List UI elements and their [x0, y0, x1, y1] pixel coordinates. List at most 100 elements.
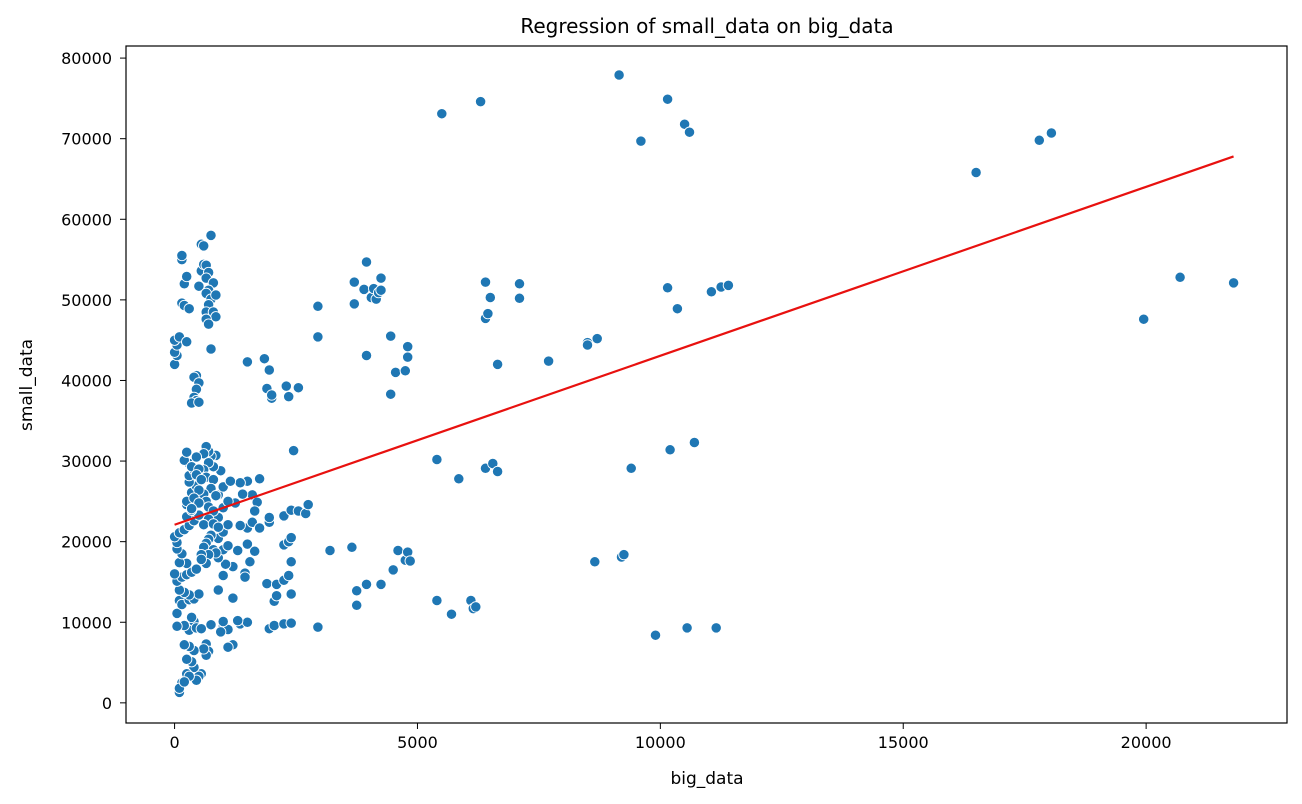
data-point-215 — [283, 390, 295, 403]
data-point-131 — [190, 563, 203, 575]
data-point-27 — [232, 544, 244, 557]
data-point-257 — [302, 498, 314, 511]
data-point-12 — [1227, 277, 1240, 289]
data-point-3 — [635, 135, 647, 147]
data-point-9 — [1045, 127, 1058, 139]
data-point-77 — [198, 519, 210, 531]
data-point-232 — [389, 366, 402, 379]
data-point-156 — [190, 451, 203, 463]
x-tick-label: 0 — [169, 733, 179, 752]
data-point-248 — [671, 303, 684, 315]
data-point-260 — [285, 531, 297, 544]
data-point-302 — [681, 622, 693, 634]
data-point-277 — [351, 599, 363, 611]
data-point-262 — [261, 577, 273, 590]
data-point-199 — [205, 343, 217, 355]
data-point-251 — [722, 279, 735, 292]
y-tick-label: 20000 — [61, 533, 112, 552]
data-point-212 — [266, 389, 278, 401]
data-point-298 — [589, 556, 601, 568]
data-point-273 — [312, 621, 324, 633]
data-point-8 — [1033, 134, 1045, 146]
data-point-239 — [479, 276, 492, 288]
data-point-198 — [202, 318, 215, 330]
data-point-109 — [178, 676, 190, 688]
data-point-208 — [241, 356, 254, 368]
y-tick-label: 60000 — [61, 210, 112, 229]
data-point-296 — [664, 444, 676, 456]
data-point-43 — [215, 626, 227, 638]
y-tick-label: 30000 — [61, 452, 112, 471]
y-tick-label: 50000 — [61, 291, 112, 310]
data-point-155 — [181, 446, 193, 458]
data-point-230 — [385, 330, 397, 342]
data-point-289 — [491, 465, 504, 478]
x-axis: 0 5000 10000 15000 20000 — [169, 723, 1172, 752]
data-point-252 — [287, 444, 300, 457]
data-point-207 — [193, 396, 205, 408]
data-point-221 — [360, 349, 373, 362]
data-point-300 — [618, 548, 630, 561]
data-point-174 — [183, 303, 195, 315]
data-point-49 — [222, 540, 234, 552]
y-tick-label: 0 — [102, 694, 112, 713]
data-point-89 — [195, 553, 207, 566]
data-point-46 — [219, 558, 232, 570]
points-layer — [168, 69, 1240, 699]
data-point-37 — [232, 614, 244, 627]
data-point-44 — [212, 584, 224, 596]
data-point-222 — [358, 283, 370, 296]
data-point-179 — [193, 280, 205, 292]
data-point-297 — [688, 436, 701, 449]
data-point-209 — [258, 353, 271, 365]
data-point-218 — [312, 300, 324, 312]
data-point-241 — [513, 292, 526, 304]
regression-line-layer — [174, 155, 1234, 526]
data-point-261 — [285, 556, 297, 568]
data-point-240 — [491, 358, 504, 371]
data-point-113 — [185, 611, 198, 624]
data-point-295 — [625, 462, 637, 474]
data-point-294 — [470, 601, 482, 613]
data-point-42 — [217, 615, 229, 628]
data-point-10 — [1138, 313, 1150, 325]
data-point-117 — [171, 620, 183, 632]
data-point-220 — [348, 298, 360, 310]
data-point-234 — [402, 351, 414, 363]
data-point-238 — [484, 291, 496, 304]
data-point-2 — [613, 69, 625, 81]
data-point-272 — [285, 617, 297, 629]
x-tick-label: 10000 — [635, 733, 686, 752]
data-point-245 — [581, 339, 594, 351]
data-point-291 — [445, 608, 458, 620]
data-point-30 — [244, 556, 256, 568]
data-point-223 — [360, 256, 373, 268]
data-point-33 — [239, 571, 251, 583]
data-point-26 — [253, 522, 266, 534]
data-point-229 — [375, 272, 387, 284]
data-point-105 — [178, 639, 190, 651]
chart-title: Regression of small_data on big_data — [520, 14, 893, 38]
data-point-118 — [171, 607, 183, 620]
data-point-17 — [236, 488, 249, 500]
data-point-267 — [270, 590, 283, 602]
data-point-243 — [542, 355, 555, 367]
data-point-217 — [312, 331, 324, 343]
data-point-214 — [280, 380, 292, 392]
data-point-228 — [375, 284, 387, 296]
x-tick-label: 5000 — [397, 733, 438, 752]
data-point-164 — [185, 502, 198, 515]
y-axis-title: small_data — [17, 339, 37, 431]
data-point-278 — [360, 578, 373, 591]
data-point-275 — [346, 541, 358, 553]
data-point-115 — [195, 623, 207, 635]
data-point-24 — [234, 519, 246, 532]
data-point-249 — [705, 286, 718, 298]
data-point-276 — [351, 585, 363, 597]
y-axis: 0 10000 20000 30000 40000 50000 60000 70000 8000… — [61, 49, 126, 713]
data-point-219 — [348, 276, 360, 288]
data-point-45 — [217, 569, 229, 582]
data-point-102 — [181, 653, 193, 665]
y-tick-label: 80000 — [61, 49, 112, 68]
